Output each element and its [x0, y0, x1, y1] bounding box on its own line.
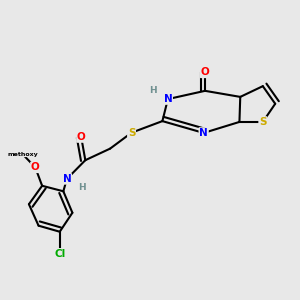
Text: O: O	[77, 132, 85, 142]
Text: S: S	[259, 117, 267, 127]
Text: O: O	[201, 68, 209, 77]
Text: N: N	[199, 128, 208, 138]
Text: H: H	[78, 183, 86, 192]
Text: S: S	[128, 128, 135, 138]
Text: Cl: Cl	[54, 249, 65, 259]
Text: N: N	[62, 174, 71, 184]
Text: N: N	[164, 94, 172, 104]
Text: O: O	[31, 162, 40, 172]
Text: H: H	[149, 86, 157, 95]
Text: methoxy: methoxy	[7, 152, 38, 157]
